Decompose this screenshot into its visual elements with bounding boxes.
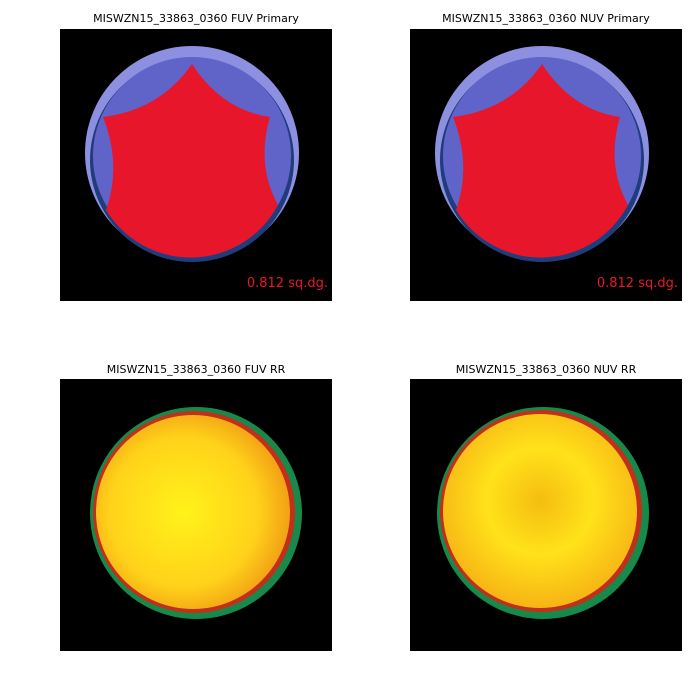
panel-title: MISWZN15_33863_0360 NUV Primary <box>442 12 650 25</box>
panel: MISWZN15_33863_0360 FUV Primary 0.812 sq… <box>60 12 332 301</box>
image <box>443 414 637 608</box>
image <box>60 29 332 301</box>
area-label: 0.812 sq.dg. <box>247 276 328 291</box>
panel-title: MISWZN15_33863_0360 NUV RR <box>456 363 637 376</box>
panel: MISWZN15_33863_0360 NUV Primary 0.812 sq… <box>410 12 682 301</box>
panel-title: MISWZN15_33863_0360 FUV Primary <box>93 12 299 25</box>
panel: MISWZN15_33863_0360 NUV RR <box>410 363 682 651</box>
image <box>96 415 290 609</box>
panel: MISWZN15_33863_0360 FUV RR <box>60 363 332 651</box>
image <box>410 29 682 301</box>
area-label: 0.812 sq.dg. <box>597 276 678 291</box>
panel-title: MISWZN15_33863_0360 FUV RR <box>107 363 286 376</box>
